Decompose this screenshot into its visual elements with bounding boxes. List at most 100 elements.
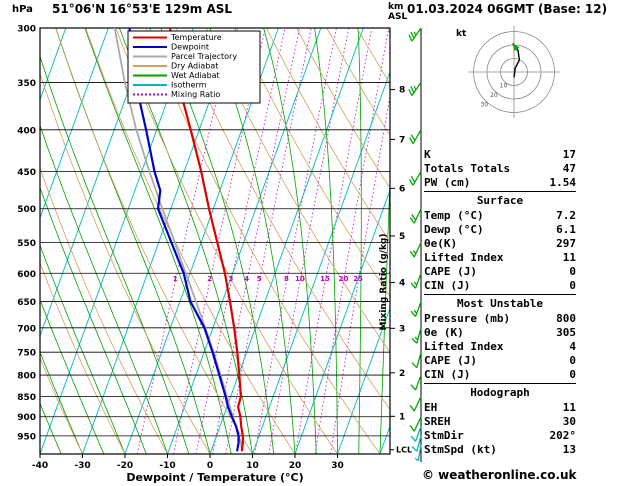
isotherm-line	[252, 70, 390, 454]
temperature-curve	[168, 28, 244, 452]
stat-label: Lifted Index	[424, 251, 504, 264]
mixing-ratio-line	[195, 28, 286, 454]
stat-value: 800	[556, 312, 576, 325]
wind-barb	[414, 444, 422, 462]
pressure-tick-label: 850	[17, 393, 36, 403]
legend-label: Isotherm	[171, 81, 207, 90]
dry-adiabat-line	[236, 28, 390, 298]
stat-value: 47	[562, 162, 576, 175]
temp-tick-label: -10	[159, 461, 175, 471]
stat-row: StmSpd (kt) 13	[424, 443, 576, 457]
stat-value: 11	[562, 401, 576, 414]
wind-barb	[408, 129, 422, 144]
hodograph-ring-label: 20	[490, 92, 498, 99]
mixing-ratio-line	[268, 28, 350, 454]
dewpoint-curve	[128, 28, 240, 452]
mixing-ratio-label: 5	[257, 275, 262, 283]
mixing-ratio-line	[330, 94, 390, 454]
legend-label: Temperature	[170, 33, 222, 42]
dry-adiabat-line	[296, 28, 390, 189]
isotherm-line	[209, 28, 364, 454]
height-tick-label: 1	[399, 412, 405, 422]
wind-barb	[410, 426, 422, 442]
stat-label: Lifted Index	[424, 340, 504, 353]
stat-value: 297	[556, 237, 576, 250]
pressure-tick-label: 500	[17, 205, 36, 215]
legend-label: Mixing Ratio	[171, 90, 220, 99]
stat-value: 17	[562, 148, 576, 161]
mixing-ratio-label: 15	[320, 275, 330, 283]
dry-adiabat-line	[266, 28, 390, 243]
mixing-ratio-line	[314, 28, 390, 454]
height-tick-label: 7	[399, 135, 405, 145]
wind-barb	[411, 435, 422, 452]
height-tick-label: 2	[399, 369, 405, 379]
height-tick-label: 6	[399, 184, 405, 194]
stat-value: 305	[556, 326, 576, 339]
stat-value: 4	[569, 340, 576, 353]
stat-label: Totals Totals	[424, 162, 511, 175]
pressure-tick-label: 550	[17, 239, 36, 249]
mixing-ratio-label: 25	[353, 275, 363, 283]
stat-value: 6.1	[556, 223, 576, 236]
stat-row: θe(K) 297	[424, 237, 576, 251]
stat-row: StmDir 202°	[424, 429, 576, 443]
copyright: © weatheronline.co.uk	[422, 468, 577, 482]
stats-panel: K 17 Totals Totals 47 PW (cm) 1.54 Surface Temp…	[424, 148, 576, 457]
wind-barb	[410, 374, 422, 391]
temp-tick-label: 10	[246, 461, 259, 471]
wind-barb	[408, 82, 422, 97]
hodograph-arrow	[512, 43, 520, 51]
stat-label: CAPE (J)	[424, 265, 477, 278]
stat-label: CIN (J)	[424, 279, 471, 292]
mixing-axis-title: Mixing Ratio (g/kg)	[379, 233, 389, 330]
mixing-ratio-line	[254, 28, 337, 454]
stat-label: Pressure (mb)	[424, 312, 511, 325]
wet-adiabat-line	[40, 351, 83, 454]
altitude-axis-unit: km ASL	[388, 2, 407, 22]
mixing-ratio-label: 8	[284, 275, 289, 283]
pressure-tick-label: 700	[17, 324, 36, 334]
stat-row: Temp (°C) 7.2	[424, 209, 576, 223]
stat-value: 0	[569, 265, 576, 278]
pressure-tick-label: 750	[17, 349, 36, 359]
stat-value: 0	[569, 279, 576, 292]
stat-label: K	[424, 148, 431, 161]
mixing-ratio-line	[295, 28, 373, 454]
mixing-ratio-label: 3	[229, 275, 234, 283]
height-tick-label: 3	[399, 324, 405, 334]
stat-label: EH	[424, 401, 438, 414]
wind-barb	[408, 27, 422, 42]
stat-label: θe(K)	[424, 237, 458, 250]
stat-row: PW (cm) 1.54	[424, 176, 576, 190]
datetime-title: 01.03.2024 06GMT (Base: 12)	[407, 2, 608, 16]
stat-value: 7.2	[556, 209, 576, 222]
stat-row: CAPE (J) 0	[424, 354, 576, 368]
stat-value: 30	[562, 415, 576, 428]
legend-label: Dry Adiabat	[171, 62, 218, 71]
stat-label: Dewp (°C)	[424, 223, 484, 236]
temp-tick-label: 0	[207, 461, 213, 471]
temp-tick-label: -20	[117, 461, 133, 471]
stat-row: SREH 30	[424, 415, 576, 429]
stat-row: Lifted Index 11	[424, 251, 576, 265]
stat-row: Lifted Index 4	[424, 340, 576, 354]
stat-label: Temp (°C)	[424, 209, 484, 222]
x-axis-title: Dewpoint / Temperature (°C)	[126, 471, 303, 484]
stat-label: CAPE (J)	[424, 354, 477, 367]
stat-row: CAPE (J) 0	[424, 265, 576, 279]
pressure-tick-label: 600	[17, 270, 36, 280]
mixing-ratio-label: 4	[244, 275, 249, 283]
pressure-tick-label: 350	[17, 79, 36, 89]
legend-label: Dewpoint	[171, 43, 209, 52]
pressure-tick-label: 900	[17, 413, 36, 423]
stat-section-title: Surface	[424, 191, 576, 209]
stat-label: StmSpd (kt)	[424, 443, 497, 456]
wind-barb	[409, 242, 422, 258]
wind-barb	[409, 416, 422, 432]
temp-tick-label: 20	[289, 461, 302, 471]
hodograph-ring-label: 30	[481, 102, 489, 109]
legend	[127, 30, 261, 104]
pressure-unit-label: hPa	[12, 4, 33, 15]
